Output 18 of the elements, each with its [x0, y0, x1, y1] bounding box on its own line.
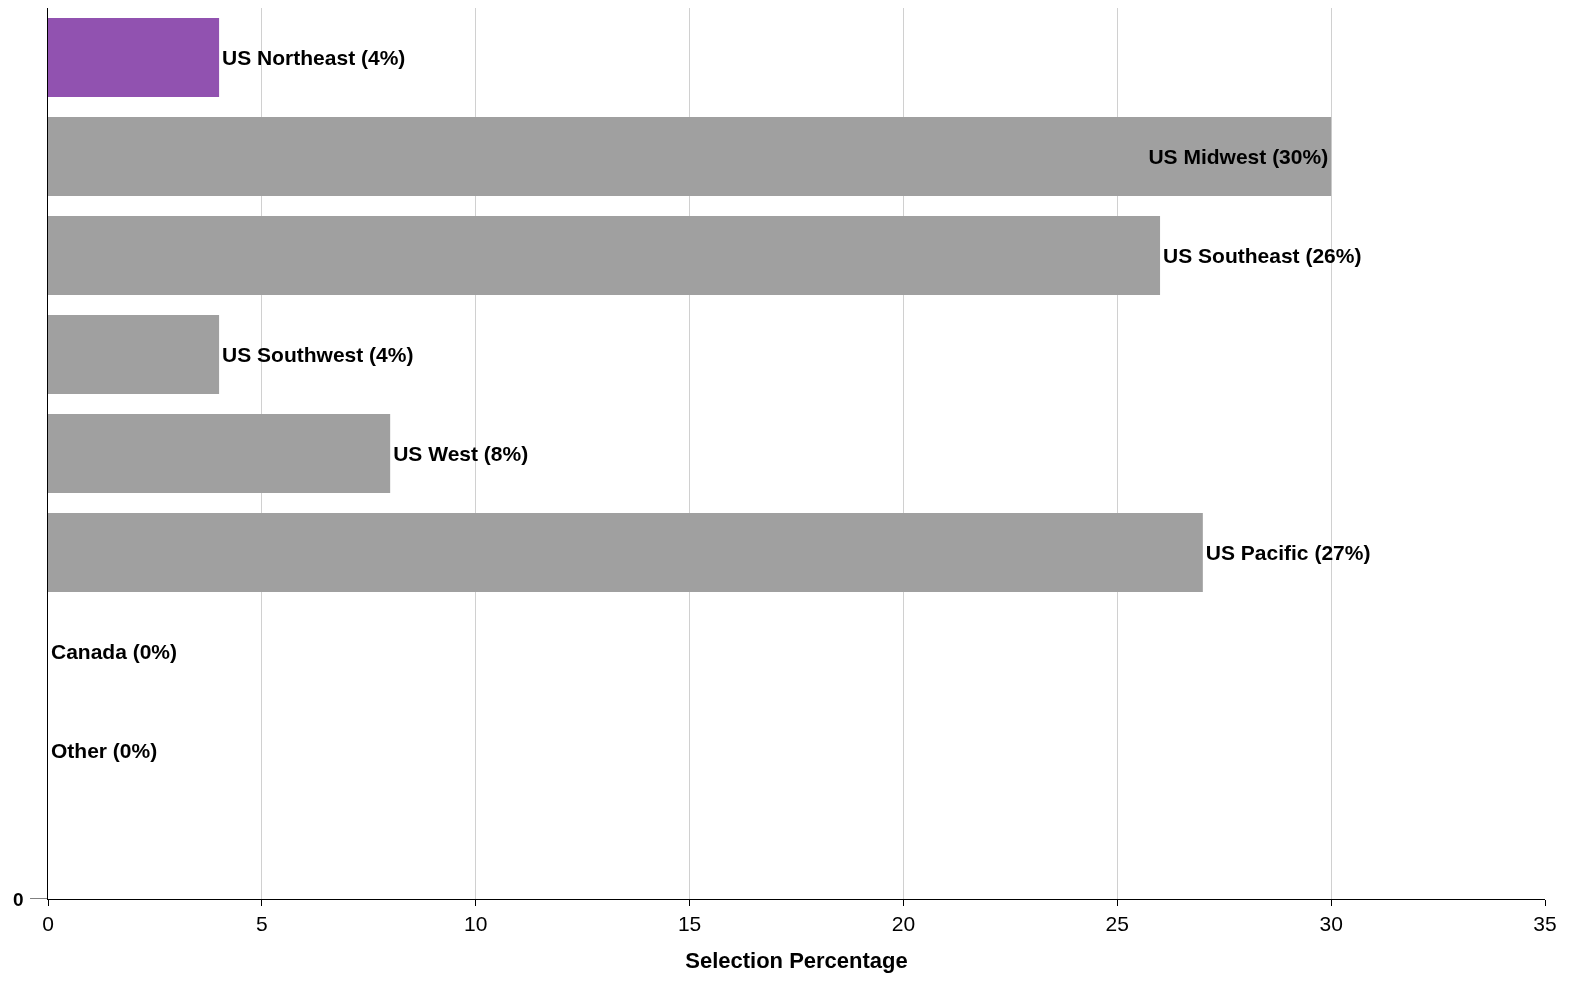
category-label: US Northeast (4%) [222, 46, 406, 69]
x-tick-label: 20 [891, 912, 916, 936]
category-label: US West (8%) [393, 442, 529, 465]
x-tick-label: 30 [1319, 912, 1343, 936]
x-tick-label: 25 [1105, 912, 1129, 936]
x-tick-label: 0 [42, 912, 54, 936]
x-tick-label: 35 [1533, 912, 1557, 936]
x-tick-label: 15 [677, 912, 702, 936]
x-tick-label: 5 [256, 912, 268, 936]
category-label: Other (0%) [51, 739, 158, 762]
category-label: US Southwest (4%) [222, 343, 414, 366]
category-label: US Southeast (26%) [1163, 244, 1362, 267]
x-tick-label: 10 [464, 912, 488, 936]
category-label: US Midwest (30%) [1148, 145, 1329, 168]
text: 0 [13, 889, 24, 910]
category-label: Canada (0%) [51, 640, 178, 663]
category-label: US Pacific (27%) [1205, 541, 1371, 564]
x-axis-title: Selection Percentage [685, 948, 908, 974]
